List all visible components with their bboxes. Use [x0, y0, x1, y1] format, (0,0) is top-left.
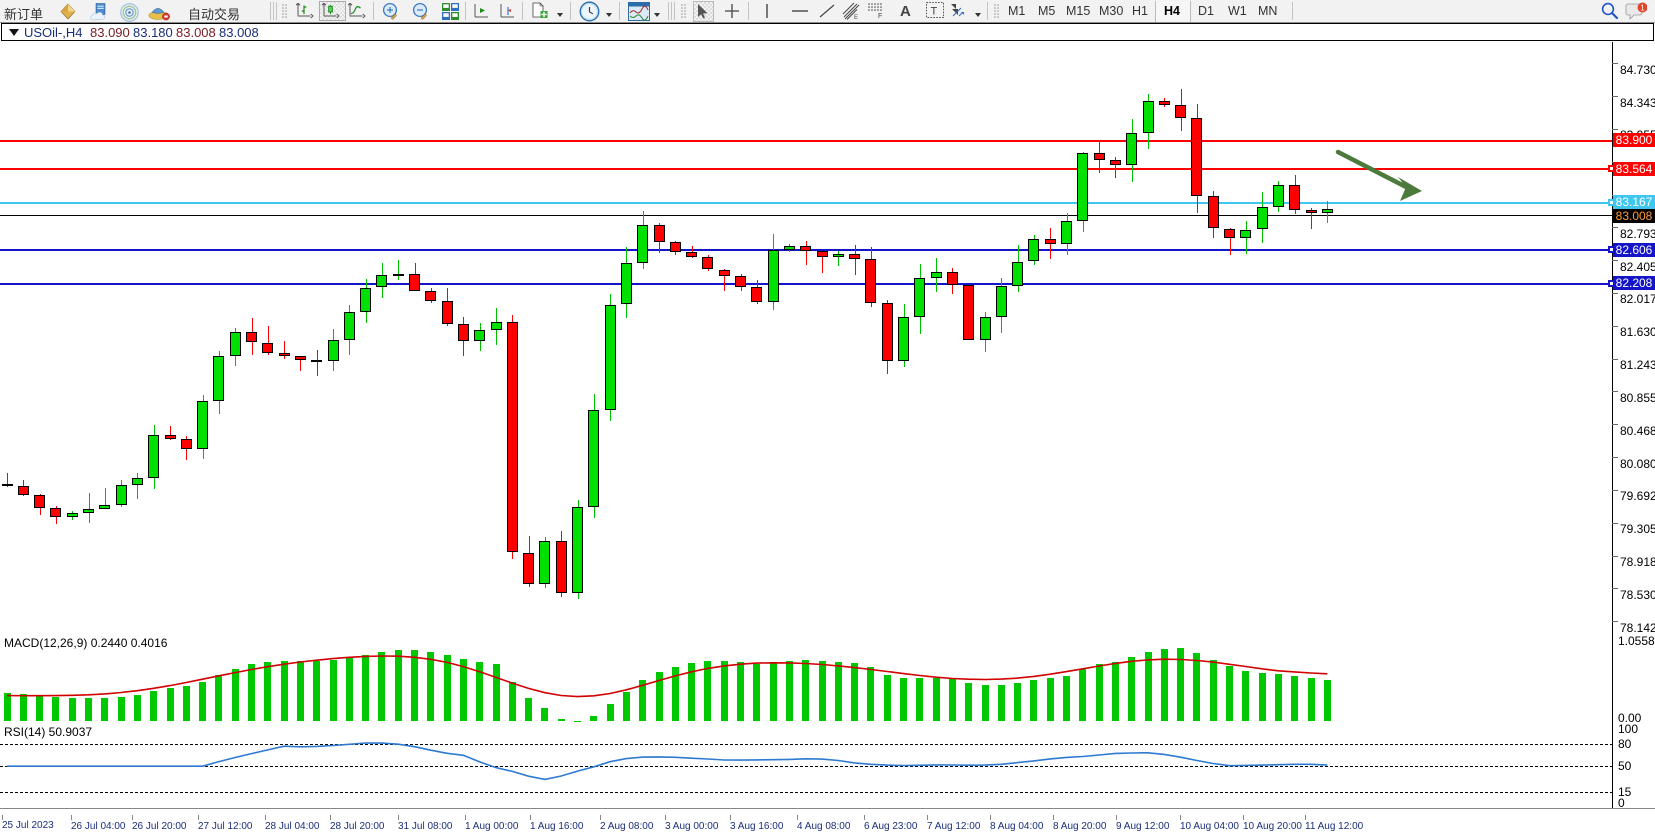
svg-text:F: F: [878, 13, 882, 19]
svg-text:1: 1: [1640, 3, 1645, 12]
svg-text:T: T: [931, 6, 938, 18]
svg-text:E: E: [854, 15, 858, 21]
